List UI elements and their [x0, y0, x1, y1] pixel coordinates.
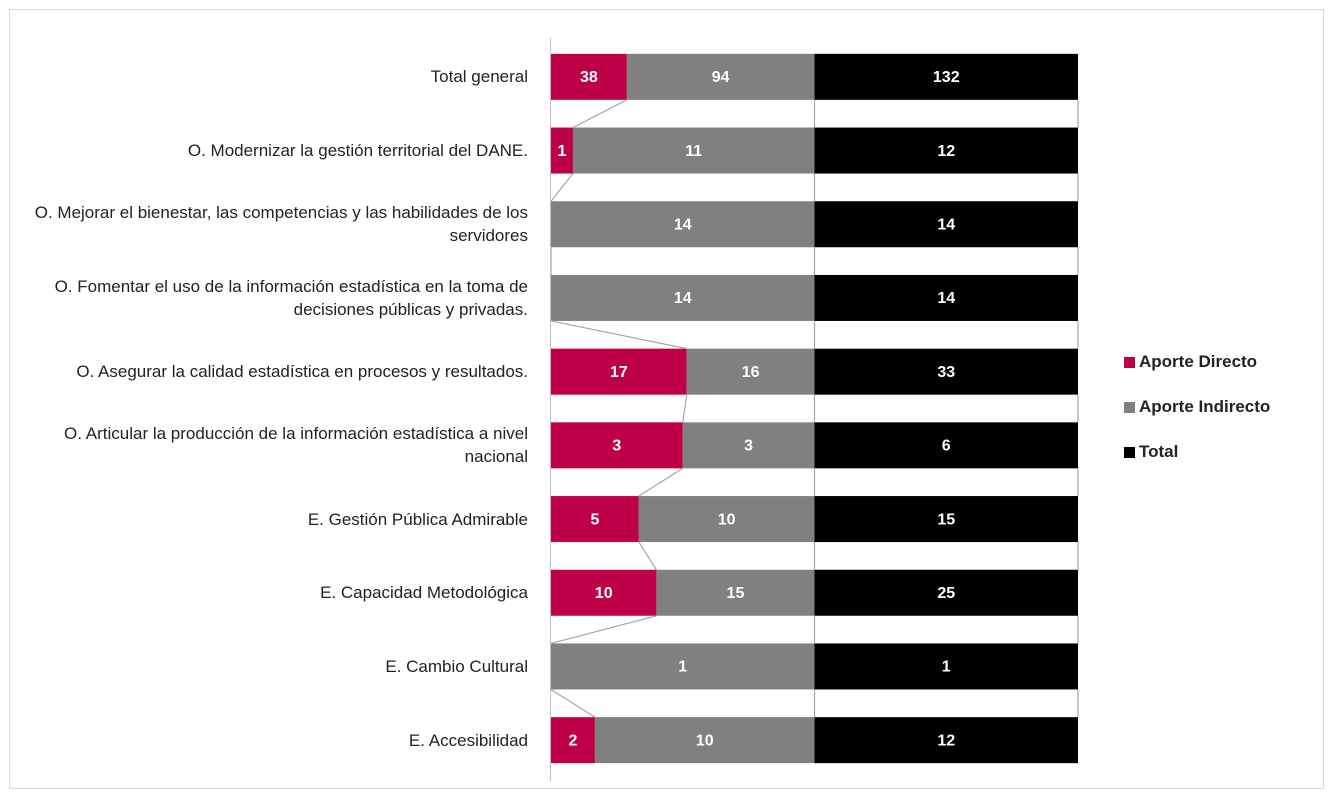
- legend-label: Total: [1139, 442, 1179, 461]
- series-line: [550, 615, 657, 645]
- bar-segment: [551, 53, 627, 100]
- bar-segment: [682, 422, 815, 469]
- bar-segment: [551, 422, 683, 469]
- bar-segment: [814, 569, 1078, 616]
- legend-swatch: [1124, 356, 1135, 368]
- data-label: 14: [674, 216, 692, 233]
- data-label: 3: [744, 438, 753, 455]
- category-label: E. Gestión Pública Admirable: [307, 509, 528, 529]
- data-label: 38: [580, 69, 598, 86]
- legend-label: Aporte Directo: [1139, 352, 1258, 371]
- data-label: 5: [590, 511, 599, 528]
- legend-item: Total: [1124, 442, 1178, 462]
- bar-segment: [814, 53, 1078, 100]
- series-line: [682, 394, 688, 423]
- data-label: 17: [610, 364, 628, 381]
- data-label: 10: [718, 511, 736, 528]
- data-label: 16: [742, 364, 760, 381]
- bar-segment: [814, 201, 1078, 248]
- category-label: Total general: [430, 67, 528, 87]
- data-label: 6: [942, 438, 951, 455]
- bar-segment: [551, 717, 595, 764]
- bar-segment: [551, 569, 657, 616]
- data-label: 3: [612, 438, 621, 455]
- data-label: 11: [685, 143, 702, 160]
- category-label: E. Cambio Cultural: [385, 656, 528, 676]
- legend-swatch: [1124, 446, 1135, 458]
- data-label: 1: [678, 659, 687, 676]
- bar-segment: [626, 53, 815, 100]
- bar-segment: [594, 717, 815, 764]
- data-label: 1: [942, 659, 951, 676]
- bar-segment: [814, 348, 1078, 395]
- data-label: 14: [674, 290, 692, 307]
- data-label: 10: [595, 585, 613, 602]
- legend-label: Aporte Indirecto: [1139, 397, 1271, 416]
- category-label: E. Capacidad Metodológica: [320, 583, 528, 603]
- chart-border: [9, 9, 1324, 789]
- series-line: [572, 99, 628, 129]
- category-label: E. Accesibilidad: [408, 730, 528, 750]
- data-label: 12: [937, 143, 955, 160]
- legend-item: Aporte Directo: [1124, 352, 1257, 372]
- bar-segment: [814, 274, 1078, 321]
- bar-segment: [638, 496, 815, 543]
- bar-segment: [551, 127, 573, 174]
- data-label: 94: [712, 69, 730, 86]
- series-line: [638, 467, 684, 497]
- data-label: 132: [933, 69, 960, 86]
- series-line: [638, 541, 657, 571]
- legend-swatch: [1124, 401, 1135, 413]
- category-label: O. Asegurar la calidad estadística en pr…: [76, 362, 528, 382]
- series-line: [550, 320, 687, 350]
- data-label: 14: [937, 290, 955, 307]
- bar-segment: [551, 348, 687, 395]
- bar-segment: [814, 643, 1078, 690]
- bar-segment: [551, 201, 815, 248]
- data-label: 12: [937, 732, 955, 749]
- category-label: O. Mejorar el bienestar, las competencia…: [34, 203, 528, 246]
- category-label: O. Fomentar el uso de la información est…: [54, 276, 528, 319]
- category-label: O. Articular la producción de la informa…: [64, 424, 528, 467]
- series-line: [550, 688, 596, 718]
- bar-segment: [551, 274, 815, 321]
- data-label: 14: [937, 216, 955, 233]
- series-line: [550, 173, 574, 202]
- bar-segment: [551, 496, 639, 543]
- bar-segment: [572, 127, 815, 174]
- bar-segment: [814, 127, 1078, 174]
- bar-segment: [656, 569, 815, 616]
- bar-segment: [551, 643, 815, 690]
- legend-item: Aporte Indirecto: [1124, 397, 1270, 417]
- bar-segment: [686, 348, 815, 395]
- category-label: O. Modernizar la gestión territorial del…: [187, 141, 528, 161]
- data-label: 15: [727, 585, 745, 602]
- data-label: 1: [558, 143, 567, 160]
- data-label: 15: [937, 511, 955, 528]
- data-label: 2: [569, 732, 578, 749]
- bar-segment: [814, 496, 1078, 543]
- data-label: 10: [696, 732, 714, 749]
- data-label: 33: [937, 364, 955, 381]
- data-label: 25: [937, 585, 955, 602]
- bar-segment: [814, 422, 1078, 469]
- bar-segment: [814, 717, 1078, 764]
